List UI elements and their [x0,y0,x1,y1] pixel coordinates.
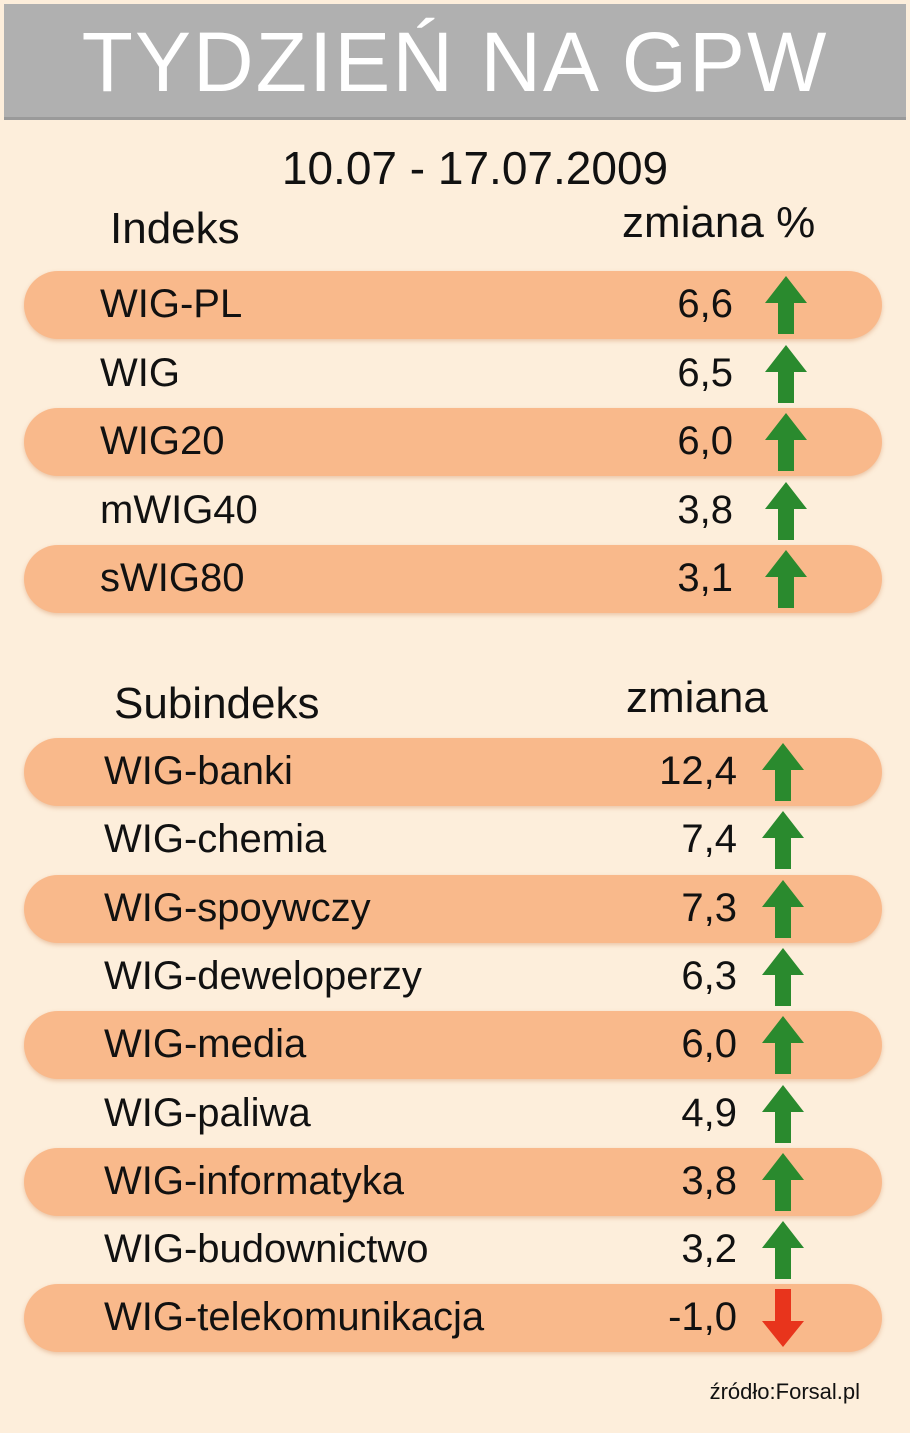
header-banner: TYDZIEŃ NA GPW [4,4,906,120]
subindices-row-value: 12,4 [659,749,737,793]
indices-row-value: 6,0 [677,419,733,463]
indices-row-highlight [24,271,882,339]
arrow-up-icon [760,879,806,938]
subindices-row-value: 6,3 [681,953,737,998]
subindices-row-name: WIG-chemia [104,817,327,862]
indices-row-name: sWIG80 [100,556,245,600]
source-note: źródło:Forsal.pl [709,1379,860,1404]
subindices-value-heading: zmiana [626,673,768,722]
subindices-row-name: WIG-informatyka [104,1158,405,1203]
arrow-up-icon [763,413,809,471]
subindices-row-value: 7,3 [681,885,737,930]
indices-row-highlight [24,408,882,476]
subindices-row-name: WIG-budownictwo [104,1227,429,1272]
subindices-row-name: WIG-banki [104,749,293,793]
subindices-row-value: 7,4 [681,817,737,862]
arrow-up-icon [760,1152,806,1211]
subindices-row-name: WIG-deweloperzy [104,953,422,998]
subindices-row-name: WIG-paliwa [104,1090,311,1135]
subindices-heading: Subindeks [114,679,320,728]
subindices-row-value: -1,0 [668,1295,737,1340]
indices-row-highlight [24,545,882,613]
subindices-row-highlight [24,874,882,943]
indices-row-value: 6,6 [677,282,733,326]
arrow-up-icon [760,1221,806,1280]
indices-row-value: 3,1 [677,556,733,600]
subindices-row-value: 6,0 [681,1022,737,1067]
indices-row-name: WIG [100,350,180,395]
arrow-up-icon [763,550,809,608]
subindices-row-highlight [24,1011,882,1080]
arrow-up-icon [760,811,806,870]
arrow-up-icon [763,276,809,334]
indices-row-name: WIG-PL [100,282,243,326]
indices-row-value: 6,5 [677,350,733,395]
indices-heading: Indeks [110,204,240,253]
indices-row-name: WIG20 [100,419,225,463]
arrow-up-icon [760,1016,806,1075]
date-range: 10.07 - 17.07.2009 [281,142,669,194]
arrow-up-icon [760,1084,806,1143]
page-title: TYDZIEŃ NA GPW [81,15,829,109]
indices-row-name: mWIG40 [100,487,258,532]
indices-value-heading: zmiana % [622,198,816,247]
indices-row-value: 3,8 [677,487,733,532]
subindices-row-name: WIG-media [104,1022,307,1067]
subindices-row-name: WIG-spoywczy [104,885,371,930]
subindices-row-value: 3,8 [681,1158,737,1203]
arrow-up-icon [760,947,806,1006]
subindices-row-value: 4,9 [681,1090,737,1135]
arrow-down-icon [760,1289,806,1348]
arrow-up-icon [763,344,809,403]
arrow-up-icon [763,481,809,540]
arrow-up-icon [760,743,806,801]
subindices-row-highlight [24,738,882,806]
subindices-row-value: 3,2 [681,1227,737,1272]
subindices-row-name: WIG-telekomunikacja [104,1295,485,1340]
subindices-row-highlight [24,1284,882,1353]
subindices-row-highlight [24,1147,882,1216]
